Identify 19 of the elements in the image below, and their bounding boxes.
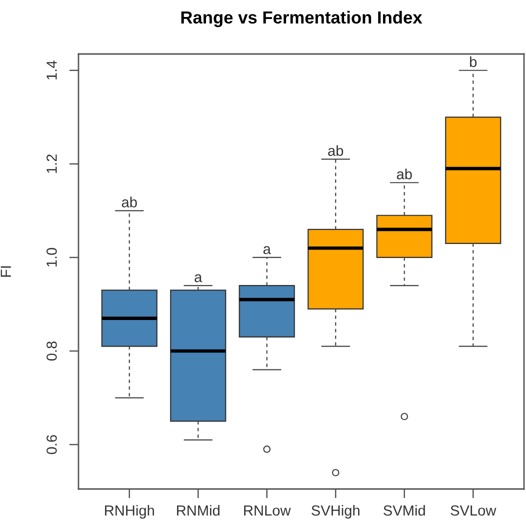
x-tick-label: SVMid xyxy=(384,504,425,516)
annotation: ab xyxy=(122,196,137,208)
chart-title: Range vs Fermentation Index xyxy=(181,10,422,28)
x-tick-label: RNHigh xyxy=(105,504,154,519)
y-axis-title: FI xyxy=(0,266,11,277)
y-tick-label: 1.2 xyxy=(46,154,57,173)
x-tick-label: SVHigh xyxy=(312,504,360,519)
annotation: b xyxy=(470,56,477,68)
annotation: a xyxy=(263,246,271,254)
annotation: a xyxy=(194,274,202,282)
x-tick-label: RNLow xyxy=(244,506,291,516)
x-tick-label: RNMid xyxy=(177,504,220,516)
x-tick-label: SVLow xyxy=(450,505,496,516)
annotation: ab xyxy=(328,145,344,156)
y-tick-label: 0.8 xyxy=(46,342,57,361)
y-tick-label: 1.0 xyxy=(46,248,57,266)
y-tick-label: 1.4 xyxy=(46,60,57,80)
annotation: ab xyxy=(396,168,412,180)
y-tick-label: 0.6 xyxy=(46,435,57,454)
